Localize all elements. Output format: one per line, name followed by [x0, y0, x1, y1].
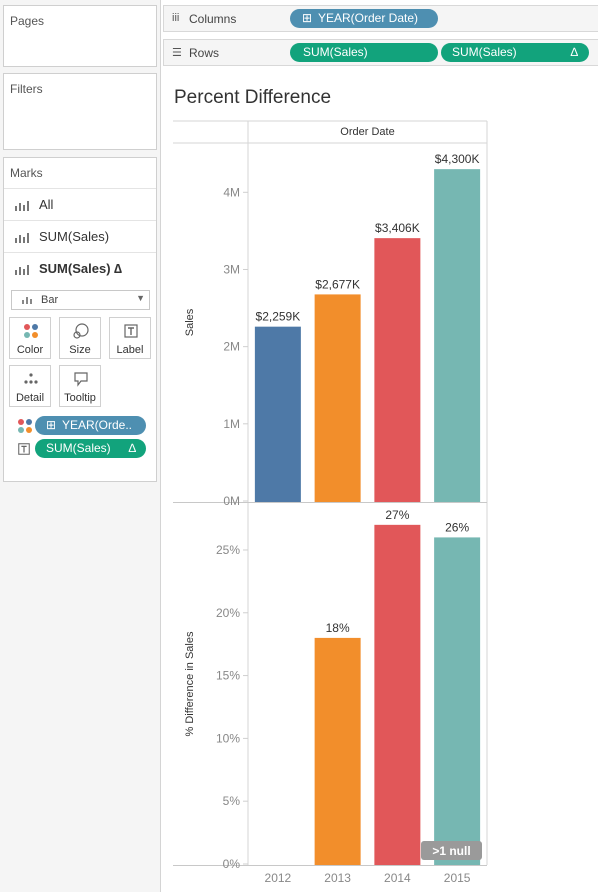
data-label-sales-2012: $2,259K — [256, 310, 301, 324]
color-dots-icon — [18, 419, 32, 433]
y-tick-label-sales: 3M — [223, 262, 240, 276]
detail-button[interactable]: Detail — [9, 365, 51, 407]
y-tick-label-pct-diff: 5% — [223, 794, 241, 808]
detail-button-label: Detail — [15, 392, 45, 404]
bar-sales-2014 — [374, 238, 421, 503]
y-tick-label-sales: 2M — [223, 340, 240, 354]
left-pane: Pages Filters Marks All SUM(Sales) SUM(S… — [0, 0, 161, 892]
y-tick-label-pct-diff: 0% — [223, 857, 241, 871]
null-indicator-label: >1 null — [432, 844, 470, 858]
bar-mark-icon — [15, 233, 29, 243]
rows-sum-sales-delta-pill[interactable]: SUM(Sales) ∆ — [441, 43, 589, 62]
marks-row-label: SUM(Sales) — [39, 229, 110, 244]
delta-icon: ∆ — [128, 441, 136, 455]
bar-mark-icon — [15, 265, 29, 275]
plus-box-icon: ⊞ — [46, 418, 57, 432]
filters-card-title: Filters — [10, 82, 43, 96]
bar-sales-2013 — [314, 294, 361, 502]
marks-row-sum-sales-delta[interactable]: SUM(Sales) ∆ — [4, 252, 156, 284]
y-tick-label-sales: 1M — [223, 417, 240, 431]
tooltip-button-label: Tooltip — [64, 392, 96, 404]
rows-shelf[interactable]: ☰ Rows SUM(Sales) SUM(Sales) ∆ — [163, 39, 598, 66]
pill-label: SUM(Sales) — [46, 441, 111, 455]
bar-sales-2015 — [434, 169, 481, 503]
label-icon — [124, 324, 138, 338]
marks-row-label: All — [39, 197, 54, 212]
delta-icon: ∆ — [570, 45, 578, 59]
data-label-pct-diff-2013: 18% — [326, 621, 350, 635]
bar-mark-icon — [15, 201, 29, 211]
size-button[interactable]: Size — [59, 317, 101, 359]
color-button[interactable]: Color — [9, 317, 51, 359]
y-axis-title-sales: Sales — [184, 308, 196, 336]
rows-sum-sales-pill[interactable]: SUM(Sales) — [290, 43, 438, 62]
marks-row-all[interactable]: All — [4, 188, 156, 220]
filters-card[interactable]: Filters — [3, 73, 157, 150]
data-label-pct-diff-2014: 27% — [385, 508, 409, 522]
size-icon — [73, 323, 89, 339]
pages-card-title: Pages — [10, 14, 45, 28]
color-dots-icon — [24, 324, 38, 338]
rows-icon: ☰ — [172, 47, 182, 59]
columns-shelf[interactable]: iii Columns ⊞ YEAR(Order Date) — [163, 5, 598, 32]
marks-card-title: Marks — [10, 166, 43, 180]
y-tick-label-pct-diff: 10% — [216, 731, 240, 745]
columns-label: Columns — [189, 12, 237, 26]
pill-label: YEAR(Orde.. — [62, 418, 133, 432]
x-tick-label: 2013 — [324, 871, 351, 885]
y-tick-label-sales: 4M — [223, 185, 240, 199]
bar-pct-diff-2015 — [434, 537, 481, 865]
pill-label: YEAR(Order Date) — [318, 11, 419, 25]
y-tick-label-pct-diff: 15% — [216, 669, 240, 683]
x-tick-label: 2012 — [265, 871, 292, 885]
plus-box-icon: ⊞ — [302, 11, 313, 25]
tooltip-icon — [74, 372, 88, 387]
bar-mark-icon — [22, 296, 32, 304]
size-button-label: Size — [69, 344, 91, 356]
null-indicator[interactable]: >1 null — [421, 841, 482, 860]
data-label-sales-2014: $3,406K — [375, 221, 420, 235]
y-tick-label-pct-diff: 20% — [216, 606, 240, 620]
marks-row-sum-sales[interactable]: SUM(Sales) — [4, 220, 156, 252]
x-tick-label: 2015 — [444, 871, 471, 885]
data-label-sales-2013: $2,677K — [315, 277, 360, 291]
rows-label: Rows — [189, 46, 220, 60]
label-button[interactable]: Label — [109, 317, 151, 359]
marks-card: Marks All SUM(Sales) SUM(Sales) ∆ Bar ▼ … — [3, 157, 157, 482]
sheet-title: Percent Difference — [174, 87, 332, 108]
label-icon — [18, 443, 30, 455]
data-label-sales-2015: $4,300K — [435, 152, 480, 166]
detail-icon — [24, 373, 38, 384]
marks-row-label: SUM(Sales) ∆ — [39, 261, 123, 276]
pill-label: SUM(Sales) — [303, 45, 368, 59]
columns-year-pill[interactable]: ⊞ YEAR(Order Date) — [290, 9, 438, 28]
pill-label: SUM(Sales) — [452, 45, 517, 59]
data-label-pct-diff-2015: 26% — [445, 520, 469, 534]
null-indicator-box[interactable] — [421, 841, 482, 860]
y-axis-title-pct-diff: % Difference in Sales — [184, 631, 196, 736]
bar-pct-diff-2014 — [374, 524, 421, 865]
y-tick-label-pct-diff: 25% — [216, 543, 240, 557]
pages-card[interactable]: Pages — [3, 5, 157, 67]
x-tick-label: 2014 — [384, 871, 411, 885]
chevron-down-icon: ▼ — [136, 293, 145, 303]
bar-sales-2012 — [254, 326, 301, 502]
mark-type-label: Bar — [41, 294, 59, 306]
bar-pct-diff-2013 — [314, 637, 361, 865]
label-button-label: Label — [116, 344, 144, 356]
mark-type-dropdown[interactable]: Bar ▼ — [11, 290, 150, 310]
color-button-label: Color — [16, 344, 44, 356]
y-tick-label-sales: 0M — [223, 494, 240, 508]
columns-icon: iii — [172, 12, 180, 24]
tooltip-button[interactable]: Tooltip — [59, 365, 101, 407]
year-order-pill[interactable]: ⊞ YEAR(Orde.. — [35, 416, 146, 435]
column-header-label: Order Date — [340, 126, 394, 138]
sum-sales-delta-pill[interactable]: SUM(Sales) ∆ — [35, 439, 146, 458]
